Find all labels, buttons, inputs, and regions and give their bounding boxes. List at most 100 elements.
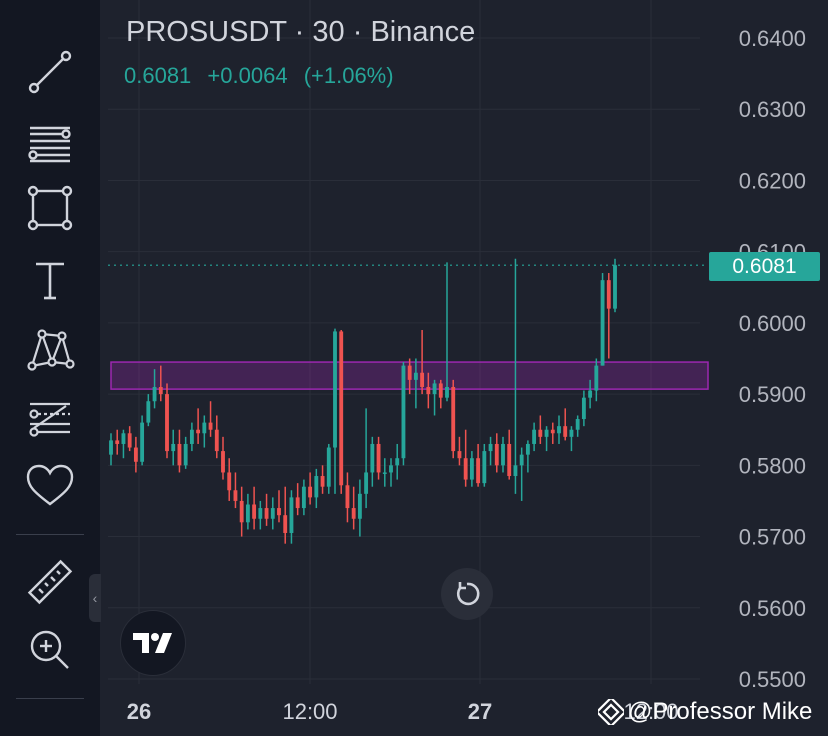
candle-body xyxy=(258,508,263,519)
candle xyxy=(432,379,437,416)
candle-body xyxy=(538,429,543,437)
candle xyxy=(401,362,406,466)
tradingview-logo[interactable] xyxy=(120,610,186,676)
candle-body xyxy=(407,365,412,380)
candle-body xyxy=(513,465,518,477)
candle-body xyxy=(233,490,238,501)
candle xyxy=(395,443,400,480)
candle xyxy=(301,479,306,516)
candle-body xyxy=(482,451,487,484)
collapse-toolbar-button[interactable]: ‹ xyxy=(89,574,101,622)
candle xyxy=(588,379,593,409)
reset-chart-button[interactable] xyxy=(441,568,493,620)
candle-body xyxy=(227,472,232,491)
candle-body xyxy=(239,500,244,523)
candle-body xyxy=(121,433,126,444)
candle-body xyxy=(245,504,250,523)
zoom-in-icon[interactable] xyxy=(20,622,80,678)
candle xyxy=(239,486,244,537)
time-tick-label: 12:00 xyxy=(623,699,678,724)
candle xyxy=(501,436,505,473)
candle xyxy=(233,472,238,509)
candle-body xyxy=(214,429,219,452)
candle-body xyxy=(202,422,207,434)
candle xyxy=(196,408,201,444)
candle xyxy=(544,426,549,452)
candle xyxy=(575,415,580,437)
grid xyxy=(108,0,700,684)
candle xyxy=(152,369,157,409)
candle-body xyxy=(389,465,393,473)
ruler-icon[interactable] xyxy=(20,554,80,610)
candle-body xyxy=(189,429,194,444)
candle-body xyxy=(158,386,163,395)
candle xyxy=(252,486,257,530)
text-icon[interactable] xyxy=(20,252,80,308)
heart-icon[interactable] xyxy=(20,458,80,514)
price-tick-label: 0.5500 xyxy=(739,667,806,692)
candle-body xyxy=(146,401,151,423)
fib-retracement-icon[interactable] xyxy=(20,116,80,172)
candle-body xyxy=(295,497,300,509)
candle xyxy=(121,429,126,459)
current-price-label: 0.6081 xyxy=(709,252,820,281)
symbol-title: PROSUSDT · 30 · Binance xyxy=(126,16,476,48)
candle-body xyxy=(339,331,344,486)
candle xyxy=(177,429,182,473)
candle xyxy=(189,422,194,452)
pattern-icon[interactable] xyxy=(20,320,80,376)
candle-body xyxy=(569,429,574,437)
candle xyxy=(413,358,418,409)
candle-body xyxy=(208,422,213,430)
candle-body xyxy=(501,443,505,466)
candle-body xyxy=(351,508,356,519)
candle-body xyxy=(165,394,169,452)
candle xyxy=(532,422,537,452)
candle xyxy=(333,328,337,494)
candle-body xyxy=(457,451,462,459)
candle xyxy=(463,429,468,487)
candle-body xyxy=(550,429,555,434)
candles xyxy=(109,258,617,544)
candle-body xyxy=(476,458,481,484)
candle xyxy=(438,379,443,409)
candle xyxy=(469,451,474,487)
candle xyxy=(146,394,151,427)
projection-icon[interactable] xyxy=(20,390,80,446)
candle-body xyxy=(420,372,425,387)
candle-body xyxy=(594,365,599,391)
candle xyxy=(376,436,381,480)
time-axis[interactable]: 26 12:00 27 12:00 xyxy=(127,699,679,724)
candle xyxy=(563,408,568,441)
candle xyxy=(133,436,138,473)
candle-body xyxy=(364,472,369,494)
exchange: Binance xyxy=(370,16,476,48)
chevron-left-icon: ‹ xyxy=(92,590,98,606)
candle-body xyxy=(432,383,437,395)
candle xyxy=(600,273,605,366)
candlestick-chart[interactable]: 0.64000.63000.62000.61000.60000.59000.58… xyxy=(100,0,828,736)
candle-body xyxy=(463,458,468,480)
price-tick-label: 0.6200 xyxy=(739,168,806,193)
candle xyxy=(538,415,543,444)
candle-body xyxy=(525,443,530,455)
candle-body xyxy=(115,440,120,444)
candle-body xyxy=(308,486,313,498)
candle xyxy=(295,483,300,516)
candle xyxy=(221,436,225,480)
trend-line-icon[interactable] xyxy=(20,44,80,100)
watermark-text: @Professor Mike xyxy=(628,698,813,725)
tradingview-logo-icon xyxy=(133,633,172,653)
candle-body xyxy=(488,443,493,452)
candle xyxy=(407,358,412,395)
candle-body xyxy=(196,429,201,434)
candle-body xyxy=(451,386,456,452)
candle-body xyxy=(314,476,319,498)
candle xyxy=(569,426,574,452)
candle-body xyxy=(469,458,474,480)
price-axis[interactable]: 0.64000.63000.62000.61000.60000.59000.58… xyxy=(739,26,806,692)
candle xyxy=(109,433,113,466)
rectangle-icon[interactable] xyxy=(20,180,80,236)
binance-icon xyxy=(598,699,624,725)
candle xyxy=(202,415,207,448)
